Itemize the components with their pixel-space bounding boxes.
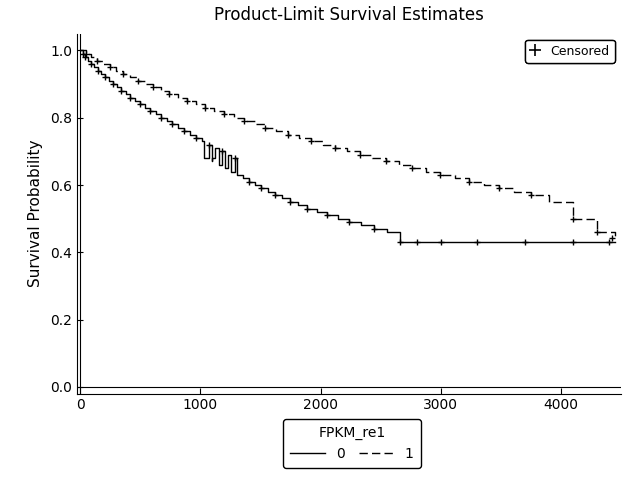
1 (369, 155, 376, 161)
1 (611, 236, 619, 242)
1 (77, 48, 84, 53)
0 (127, 95, 134, 100)
0 (370, 226, 378, 232)
0 (239, 172, 246, 178)
0 (611, 240, 619, 245)
Line: 0: 0 (81, 50, 615, 242)
Line: 1: 1 (81, 50, 615, 239)
Title: Product-Limit Survival Estimates: Product-Limit Survival Estimates (214, 6, 484, 24)
1 (408, 162, 416, 168)
0 (227, 152, 234, 157)
1 (381, 158, 389, 164)
1 (88, 54, 95, 60)
0 (396, 240, 404, 245)
1 (408, 165, 416, 171)
Legend: 0, 1: 0, 1 (284, 420, 420, 468)
Y-axis label: Survival Probability: Survival Probability (28, 140, 43, 288)
0 (192, 132, 200, 137)
X-axis label: day: day (335, 420, 363, 434)
Legend: Censored: Censored (525, 40, 614, 63)
1 (134, 74, 141, 80)
0 (93, 68, 101, 73)
0 (77, 48, 84, 53)
